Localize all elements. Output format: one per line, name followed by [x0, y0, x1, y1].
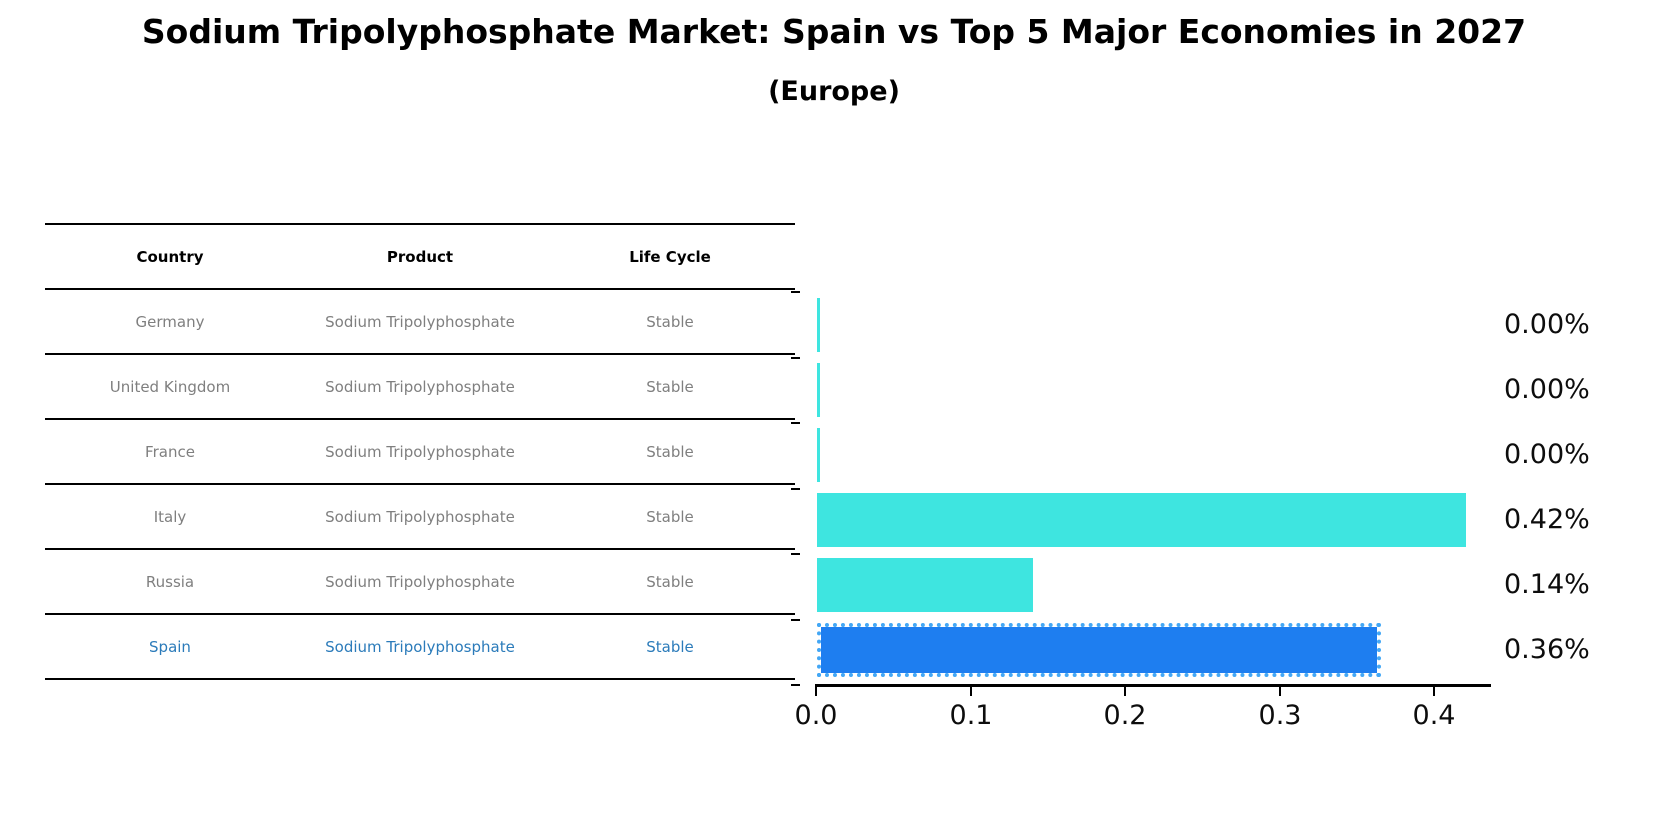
value-label: 0.36% [1504, 634, 1590, 665]
x-axis-line [815, 684, 1491, 687]
table-header-row: Country Product Life Cycle [45, 223, 795, 288]
y-axis-tick [791, 291, 800, 293]
cell-life-cycle: Stable [646, 507, 694, 526]
x-axis-tick [970, 686, 972, 696]
bar-italy [817, 493, 1466, 547]
chart-title: Sodium Tripolyphosphate Market: Spain vs… [141, 12, 1527, 51]
table-row: Germany Sodium Tripolyphosphate Stable [45, 288, 795, 353]
table-row: France Sodium Tripolyphosphate Stable [45, 418, 795, 483]
x-axis-tick-label: 0.1 [949, 700, 993, 731]
value-label: 0.00% [1504, 309, 1590, 340]
cell-product: Sodium Tripolyphosphate [325, 637, 515, 656]
x-axis-tick [815, 686, 817, 696]
cell-country: Germany [135, 312, 205, 331]
value-label: 0.00% [1504, 374, 1590, 405]
value-label: 0.42% [1504, 504, 1590, 535]
cell-life-cycle: Stable [646, 442, 694, 461]
cell-country: Italy [153, 507, 187, 526]
cell-life-cycle: Stable [646, 312, 694, 331]
cell-country: Spain [149, 637, 191, 656]
table-row: United Kingdom Sodium Tripolyphosphate Sta… [45, 353, 795, 418]
y-axis-tick [791, 684, 800, 686]
x-axis-tick-label: 0.4 [1412, 700, 1456, 731]
cell-product: Sodium Tripolyphosphate [325, 507, 515, 526]
cell-product: Sodium Tripolyphosphate [325, 572, 515, 591]
x-axis-tick-label: 0.3 [1258, 700, 1302, 731]
column-header-product: Product [386, 247, 454, 266]
bar-france [817, 428, 820, 482]
x-axis-tick [1433, 686, 1435, 696]
table-row: Spain Sodium Tripolyphosphate Stable [45, 613, 795, 678]
cell-country: France [145, 442, 195, 461]
chart-subtitle: (Europe) [768, 76, 900, 107]
y-axis-tick [791, 619, 800, 621]
value-label: 0.14% [1504, 569, 1590, 600]
table-row: Italy Sodium Tripolyphosphate Stable [45, 483, 795, 548]
y-axis-tick [791, 422, 800, 424]
bar-russia [817, 558, 1033, 612]
y-axis-tick [791, 488, 800, 490]
bar-germany [817, 298, 820, 352]
country-table: Country Product Life Cycle Germany Sodium… [45, 223, 795, 680]
cell-life-cycle: Stable [646, 377, 694, 396]
cell-country: Russia [145, 572, 195, 591]
value-label: 0.00% [1504, 439, 1590, 470]
column-header-country: Country [136, 247, 204, 266]
column-header-life-cycle: Life Cycle [629, 247, 711, 266]
table-row: Russia Sodium Tripolyphosphate Stable [45, 548, 795, 613]
cell-product: Sodium Tripolyphosphate [325, 377, 515, 396]
cell-product: Sodium Tripolyphosphate [325, 442, 515, 461]
bar-spain-highlight [817, 623, 1381, 677]
x-axis-tick [1279, 686, 1281, 696]
bar-united-kingdom [817, 363, 820, 417]
x-axis-tick-label: 0.0 [794, 700, 838, 731]
cell-country: United Kingdom [109, 377, 231, 396]
x-axis-tick-label: 0.2 [1103, 700, 1147, 731]
x-axis-tick [1124, 686, 1126, 696]
y-axis-tick [791, 553, 800, 555]
cell-product: Sodium Tripolyphosphate [325, 312, 515, 331]
y-axis-tick [791, 357, 800, 359]
cell-life-cycle: Stable [646, 572, 694, 591]
cell-life-cycle: Stable [646, 637, 694, 656]
